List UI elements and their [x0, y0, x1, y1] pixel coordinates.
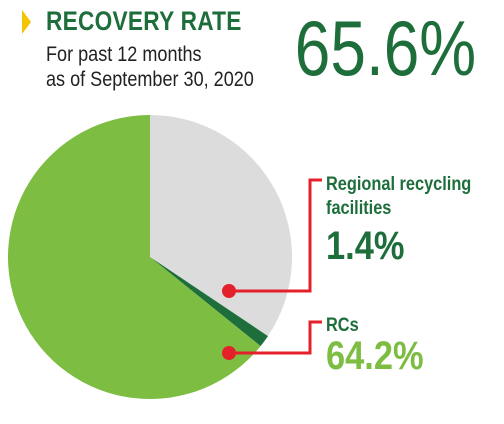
regional-label-line-1: Regional recycling: [326, 174, 472, 195]
subtitle-line-2: as of September 30, 2020: [46, 68, 254, 91]
chart-subtitle: For past 12 months as of September 30, 2…: [46, 42, 254, 92]
regional-leader-dot: [222, 284, 236, 298]
overall-recovery-rate: 65.6%: [294, 4, 476, 92]
pie-slice-rcs: [8, 115, 261, 399]
rcs-leader-line: [229, 320, 322, 355]
rcs-leader-dot: [222, 346, 236, 360]
rcs-label-name: RCs: [326, 315, 359, 336]
pie-slice-regional-recycling-facilities: [150, 257, 268, 347]
regional-label-line-2: facilities: [326, 198, 392, 219]
regional-label-name: Regional recycling facilities: [326, 173, 471, 221]
regional-label-value: 1.4%: [326, 224, 405, 268]
title-chevron-icon: [22, 10, 31, 34]
rcs-label-value: 64.2%: [326, 334, 424, 378]
chart-title: RECOVERY RATE: [46, 6, 242, 36]
subtitle-line-1: For past 12 months: [46, 43, 202, 66]
regional-leader-line: [229, 178, 322, 293]
pie-slice-remainder: [150, 115, 292, 337]
